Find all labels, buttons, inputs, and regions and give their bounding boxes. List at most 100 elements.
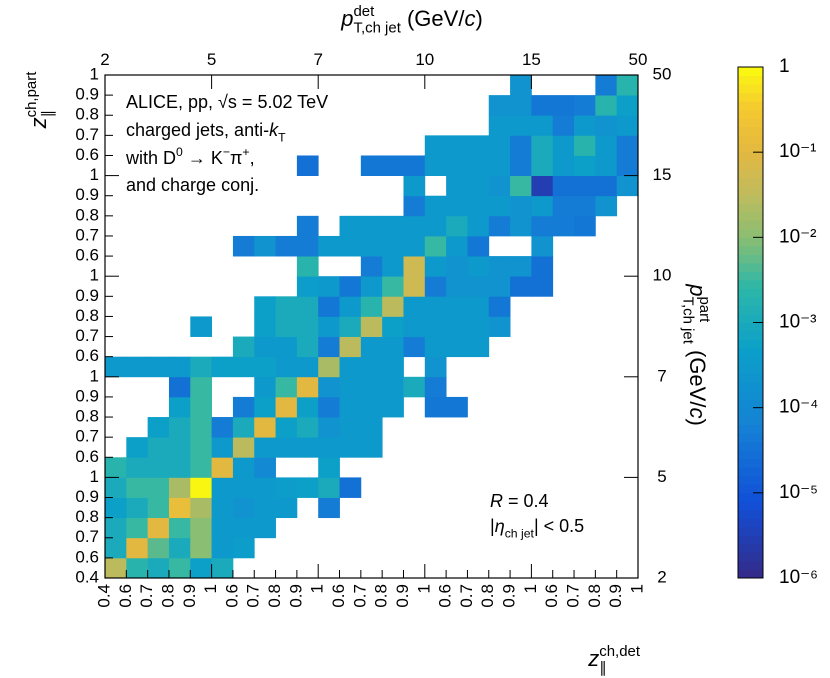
- y-tick-label: 0.9: [75, 85, 99, 104]
- heatmap-cell: [339, 235, 362, 257]
- heatmap-cell: [126, 457, 149, 478]
- x-tick-label: 0.6: [436, 584, 455, 608]
- heatmap-cell: [531, 195, 554, 217]
- heatmap-cell: [168, 437, 191, 458]
- colorbar-tick-label: 10⁻⁴: [779, 397, 818, 418]
- heatmap-cell: [446, 336, 468, 358]
- heatmap-cell: [254, 517, 276, 539]
- heatmap-cell: [126, 356, 149, 378]
- heatmap-cell: [339, 437, 362, 458]
- heatmap-cell: [531, 235, 554, 257]
- heatmap-cell: [339, 316, 362, 337]
- heatmap-cell: [467, 235, 490, 257]
- heatmap-cell: [510, 195, 532, 217]
- colorbar-segment: [738, 424, 763, 434]
- heatmap-cell: [403, 336, 426, 358]
- heatmap-cell: [168, 356, 191, 378]
- heatmap-cell: [254, 477, 276, 498]
- heatmap-cell: [574, 195, 596, 217]
- heatmap-cell: [232, 537, 255, 559]
- heatmap-cell: [574, 175, 596, 197]
- y-axis-title: z∥ch,part: [23, 71, 57, 130]
- colorbar-segment: [738, 373, 763, 383]
- colorbar-segment: [738, 279, 763, 289]
- x2-tick-label: 10: [415, 50, 434, 69]
- heatmap-cell: [403, 175, 426, 197]
- colorbar-segment: [738, 467, 763, 477]
- colorbar-segment: [738, 194, 763, 204]
- heatmap-cell: [318, 376, 340, 398]
- colorbar-tick-label: 10⁻⁵: [779, 482, 818, 503]
- y-tick-label: 0.8: [75, 507, 99, 526]
- heatmap-cell: [403, 276, 426, 297]
- y-tick-label: 0.8: [75, 306, 99, 325]
- heatmap-cell: [403, 215, 426, 237]
- heatmap-cell: [446, 396, 468, 418]
- heatmap-cell: [552, 175, 575, 197]
- heatmap-cell: [296, 477, 319, 498]
- heatmap-cell: [275, 316, 298, 337]
- heatmap-cell: [190, 497, 212, 519]
- colorbar-segment: [738, 348, 763, 358]
- x-tick-label: 1: [308, 584, 327, 593]
- colorbar-segment: [738, 535, 763, 545]
- heatmap-cell: [467, 336, 490, 358]
- heatmap-cell: [595, 95, 618, 116]
- colorbar-segment: [738, 450, 763, 460]
- colorbar-segment: [738, 399, 763, 409]
- heatmap-cell: [595, 135, 618, 156]
- colorbar-segment: [738, 331, 763, 341]
- y-tick-label: 1: [90, 165, 99, 184]
- heatmap-cell: [595, 195, 618, 217]
- text-part: T: [278, 130, 286, 144]
- x2-tick-label: 7: [313, 50, 322, 69]
- y-tick-label: 0.4: [75, 567, 99, 586]
- y-tick-label: 0.7: [75, 527, 99, 546]
- heatmap-cell: [232, 235, 255, 257]
- heatmap-cell: [424, 135, 447, 156]
- heatmap-cell: [232, 517, 255, 539]
- y-tick-label: 1: [90, 366, 99, 385]
- heatmap-cell: [168, 396, 191, 418]
- heatmap-cell: [382, 256, 404, 277]
- heatmap-cell: [232, 356, 255, 378]
- heatmap-cell: [126, 477, 149, 498]
- heatmap-cell: [360, 336, 383, 358]
- heatmap-cell: [403, 316, 426, 337]
- colorbar-tick-label: 10⁻¹: [779, 141, 817, 162]
- heatmap-cell: [190, 537, 212, 559]
- heatmap-cell: [616, 95, 639, 116]
- heatmap-cell: [616, 75, 639, 96]
- heatmap-cell: [168, 376, 191, 398]
- heatmap-cell: [467, 316, 490, 337]
- heatmap-cell: [467, 175, 490, 197]
- y-tick-label: 0.6: [75, 547, 99, 566]
- colorbar-segment: [738, 101, 763, 111]
- colorbar-segment: [738, 416, 763, 426]
- heatmap-cell: [595, 175, 618, 197]
- heatmap-cell: [147, 457, 170, 478]
- heatmap-cell: [446, 215, 468, 237]
- heatmap-cell: [105, 457, 127, 478]
- colorbar-segment: [738, 152, 763, 162]
- annotation: with D0 → K−π+,: [125, 145, 255, 168]
- colorbar-segment: [738, 228, 763, 238]
- text-part: part: [696, 296, 713, 323]
- heatmap-cell: [190, 396, 212, 418]
- heatmap-cell: [126, 437, 149, 458]
- colorbar-segment: [738, 109, 763, 119]
- x-tick-label: 0.9: [180, 584, 199, 608]
- colorbar-segment: [738, 560, 763, 570]
- heatmap-cell: [126, 517, 149, 539]
- heatmap-cell: [424, 256, 447, 277]
- y2-tick-label: 7: [657, 366, 666, 385]
- x-tick-label: 1: [521, 584, 540, 593]
- heatmap-cell: [360, 215, 383, 237]
- heatmap-cell: [510, 215, 532, 237]
- heatmap-cell: [232, 396, 255, 418]
- heatmap-cell: [403, 195, 426, 217]
- text-part: det: [353, 3, 375, 20]
- heatmap-cell: [360, 396, 383, 418]
- colorbar-segment: [738, 84, 763, 94]
- heatmap-cell: [275, 296, 298, 317]
